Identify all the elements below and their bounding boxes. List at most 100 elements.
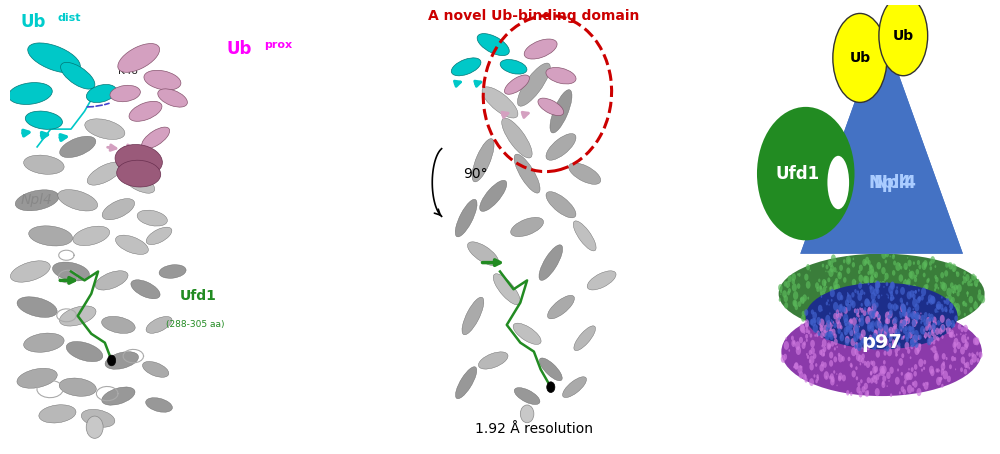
- Circle shape: [890, 256, 891, 257]
- Circle shape: [817, 307, 820, 313]
- Ellipse shape: [142, 361, 169, 377]
- Circle shape: [928, 327, 931, 331]
- Circle shape: [901, 337, 903, 340]
- Circle shape: [963, 325, 968, 332]
- Circle shape: [873, 313, 874, 315]
- Circle shape: [960, 333, 962, 336]
- Ellipse shape: [61, 62, 95, 89]
- Circle shape: [831, 319, 832, 321]
- Circle shape: [842, 288, 846, 294]
- Circle shape: [848, 296, 849, 298]
- Ellipse shape: [39, 405, 76, 423]
- Circle shape: [928, 336, 933, 345]
- Circle shape: [913, 262, 915, 265]
- Circle shape: [850, 300, 852, 303]
- Circle shape: [898, 301, 901, 306]
- Circle shape: [837, 271, 842, 279]
- Circle shape: [928, 332, 929, 334]
- Circle shape: [829, 286, 833, 292]
- Circle shape: [800, 297, 803, 302]
- Circle shape: [933, 321, 934, 323]
- Circle shape: [907, 278, 911, 285]
- Ellipse shape: [158, 89, 187, 107]
- Circle shape: [945, 309, 947, 312]
- Circle shape: [861, 346, 863, 350]
- Circle shape: [911, 313, 915, 320]
- Circle shape: [875, 316, 876, 319]
- Circle shape: [924, 265, 926, 268]
- Circle shape: [903, 335, 905, 338]
- Circle shape: [956, 271, 959, 277]
- Circle shape: [520, 405, 534, 423]
- Circle shape: [867, 262, 869, 264]
- Circle shape: [915, 345, 916, 348]
- Circle shape: [955, 291, 956, 293]
- Circle shape: [915, 290, 917, 294]
- Circle shape: [970, 359, 973, 365]
- Circle shape: [843, 314, 848, 322]
- Circle shape: [859, 282, 863, 289]
- Circle shape: [821, 291, 825, 298]
- Circle shape: [885, 318, 888, 324]
- Circle shape: [823, 305, 825, 308]
- Circle shape: [869, 335, 872, 340]
- Circle shape: [905, 331, 910, 340]
- Circle shape: [896, 331, 897, 334]
- Circle shape: [929, 298, 934, 305]
- Circle shape: [902, 319, 907, 326]
- Circle shape: [906, 317, 910, 324]
- Circle shape: [912, 335, 918, 343]
- Circle shape: [844, 327, 849, 335]
- Circle shape: [855, 332, 856, 334]
- Circle shape: [882, 328, 883, 331]
- Circle shape: [948, 313, 949, 315]
- Circle shape: [902, 336, 905, 340]
- Circle shape: [892, 254, 895, 259]
- Circle shape: [952, 311, 956, 317]
- Circle shape: [861, 326, 866, 334]
- Circle shape: [829, 328, 830, 330]
- Circle shape: [873, 316, 875, 318]
- Circle shape: [804, 377, 808, 383]
- Circle shape: [905, 323, 908, 327]
- Circle shape: [795, 341, 800, 350]
- Circle shape: [935, 277, 939, 282]
- Circle shape: [920, 303, 921, 305]
- Circle shape: [891, 316, 893, 318]
- Circle shape: [973, 302, 978, 310]
- Circle shape: [909, 326, 912, 331]
- Circle shape: [950, 308, 952, 311]
- Circle shape: [968, 353, 971, 357]
- Circle shape: [860, 308, 864, 313]
- Circle shape: [853, 304, 855, 306]
- Circle shape: [898, 316, 900, 320]
- Circle shape: [915, 314, 918, 320]
- Ellipse shape: [60, 136, 96, 158]
- Circle shape: [897, 333, 900, 339]
- Ellipse shape: [455, 199, 477, 237]
- Circle shape: [903, 336, 904, 338]
- Circle shape: [965, 333, 967, 336]
- Circle shape: [918, 296, 921, 300]
- Circle shape: [947, 321, 950, 326]
- Circle shape: [833, 302, 838, 311]
- Ellipse shape: [142, 127, 170, 149]
- Circle shape: [863, 276, 868, 283]
- Circle shape: [875, 297, 877, 299]
- Circle shape: [867, 307, 872, 315]
- Text: Npl4: Npl4: [20, 193, 52, 207]
- Circle shape: [860, 315, 864, 321]
- Circle shape: [925, 284, 929, 289]
- Circle shape: [857, 286, 861, 292]
- Circle shape: [854, 345, 856, 348]
- Circle shape: [854, 337, 856, 342]
- Circle shape: [915, 337, 918, 342]
- Circle shape: [826, 342, 831, 350]
- Circle shape: [907, 311, 911, 318]
- Circle shape: [939, 311, 941, 314]
- Circle shape: [960, 346, 965, 355]
- Circle shape: [826, 323, 831, 330]
- Circle shape: [868, 282, 869, 285]
- Circle shape: [823, 353, 825, 356]
- Circle shape: [863, 336, 868, 345]
